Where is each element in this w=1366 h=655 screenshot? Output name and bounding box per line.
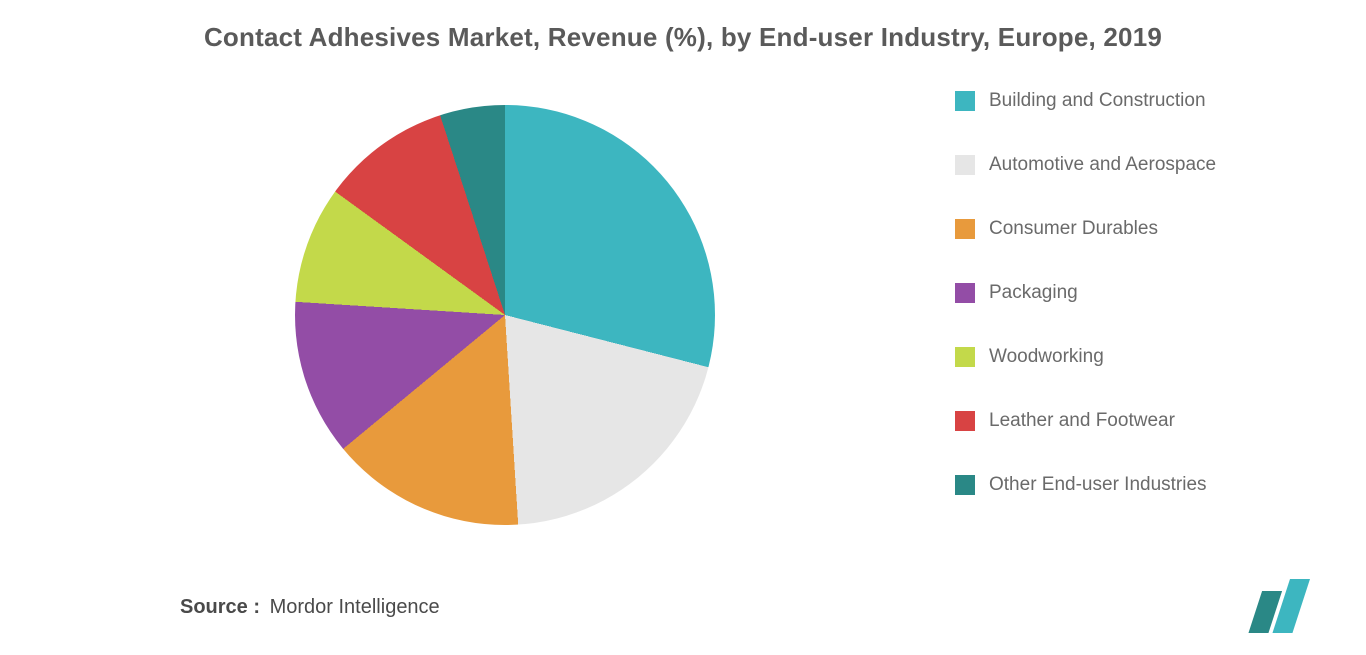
legend-label: Packaging [989,282,1078,304]
pie-graphic [295,105,715,525]
legend-label: Woodworking [989,346,1104,368]
source-text: Mordor Intelligence [270,596,440,618]
legend-label: Consumer Durables [989,218,1158,240]
legend-swatch [955,283,975,303]
legend: Building and Construction Automotive and … [955,90,1335,496]
brand-logo [1240,579,1318,633]
legend-label: Building and Construction [989,90,1206,112]
legend-swatch [955,219,975,239]
legend-label: Other End-user Industries [989,474,1207,496]
source-line: Source : Mordor Intelligence [180,596,440,619]
legend-label: Leather and Footwear [989,410,1175,432]
legend-item: Packaging [955,282,1335,304]
pie-chart [295,105,715,525]
legend-swatch [955,155,975,175]
legend-item: Building and Construction [955,90,1335,112]
legend-swatch [955,347,975,367]
legend-item: Consumer Durables [955,218,1335,240]
source-prefix: Source : [180,596,260,618]
legend-item: Woodworking [955,346,1335,368]
legend-item: Automotive and Aerospace [955,154,1335,176]
chart-title: Contact Adhesives Market, Revenue (%), b… [0,22,1366,53]
legend-label: Automotive and Aerospace [989,154,1216,176]
legend-item: Other End-user Industries [955,474,1335,496]
legend-item: Leather and Footwear [955,410,1335,432]
logo-bar-2 [1272,579,1310,633]
legend-swatch [955,475,975,495]
legend-swatch [955,411,975,431]
legend-swatch [955,91,975,111]
